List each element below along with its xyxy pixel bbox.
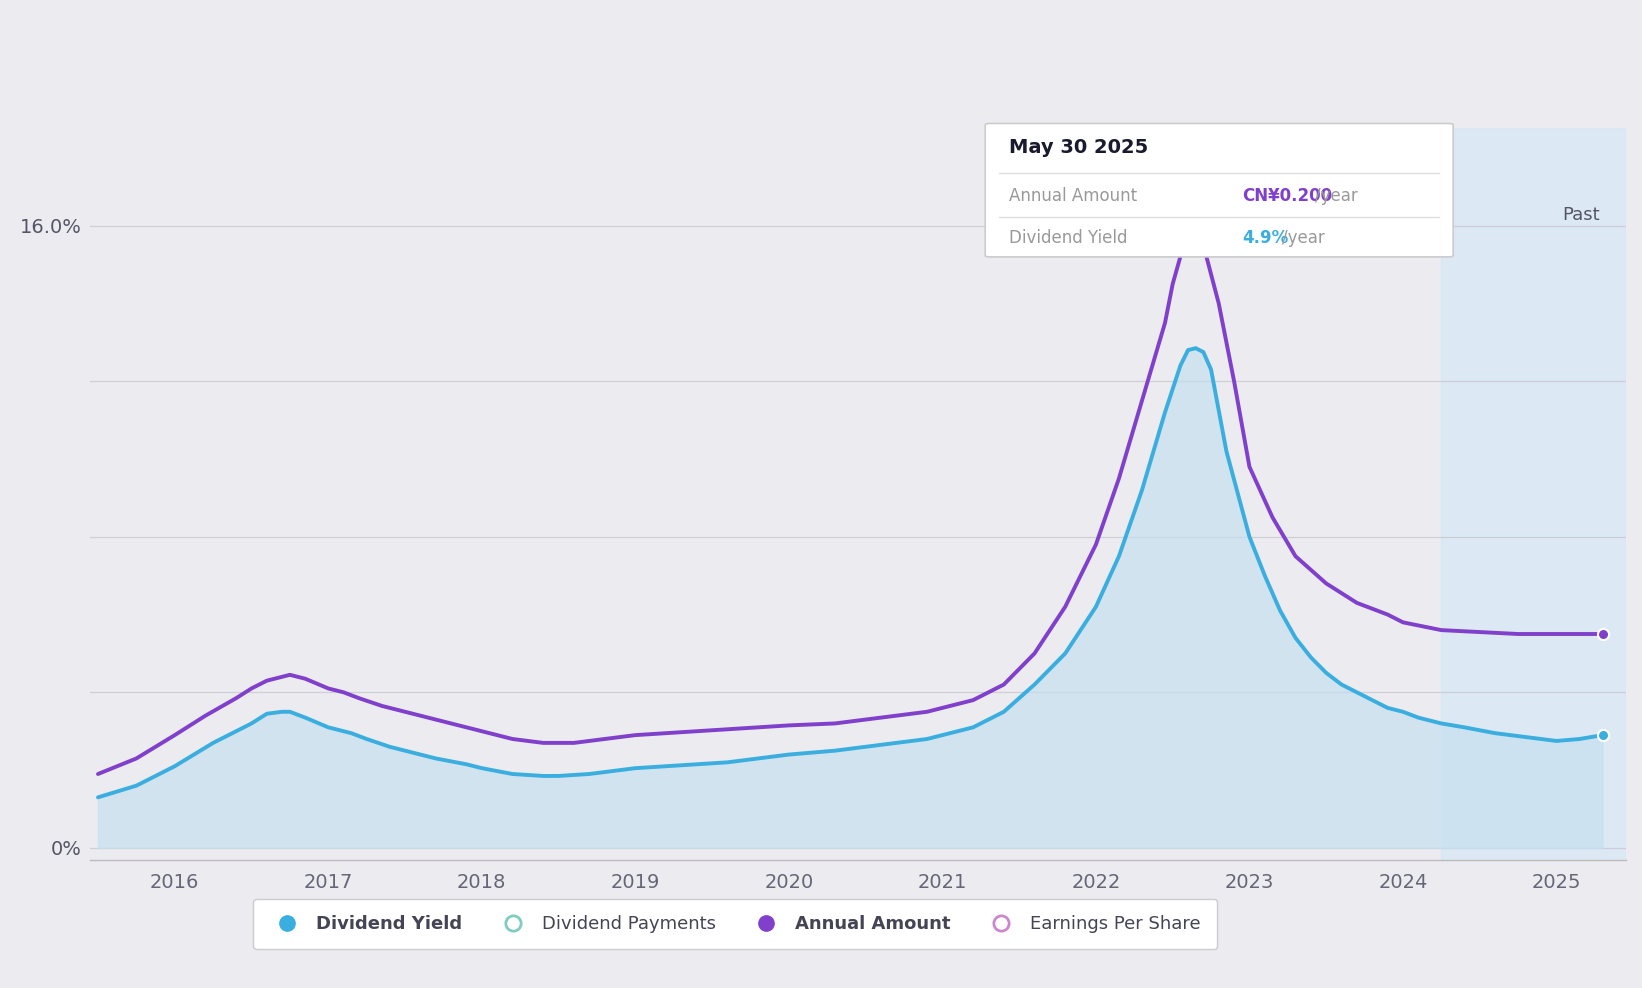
Bar [1442, 128, 1626, 860]
Text: Past: Past [1562, 206, 1599, 224]
Text: /year: /year [1282, 229, 1325, 247]
Text: Dividend Yield: Dividend Yield [1008, 229, 1126, 247]
Text: CN¥0.200: CN¥0.200 [1243, 187, 1333, 205]
Text: Annual Amount: Annual Amount [1008, 187, 1136, 205]
Text: /year: /year [1315, 187, 1358, 205]
FancyBboxPatch shape [985, 124, 1453, 257]
Text: May 30 2025: May 30 2025 [1008, 138, 1148, 157]
Legend: Dividend Yield, Dividend Payments, Annual Amount, Earnings Per Share: Dividend Yield, Dividend Payments, Annua… [253, 899, 1217, 949]
Text: 4.9%: 4.9% [1243, 229, 1289, 247]
